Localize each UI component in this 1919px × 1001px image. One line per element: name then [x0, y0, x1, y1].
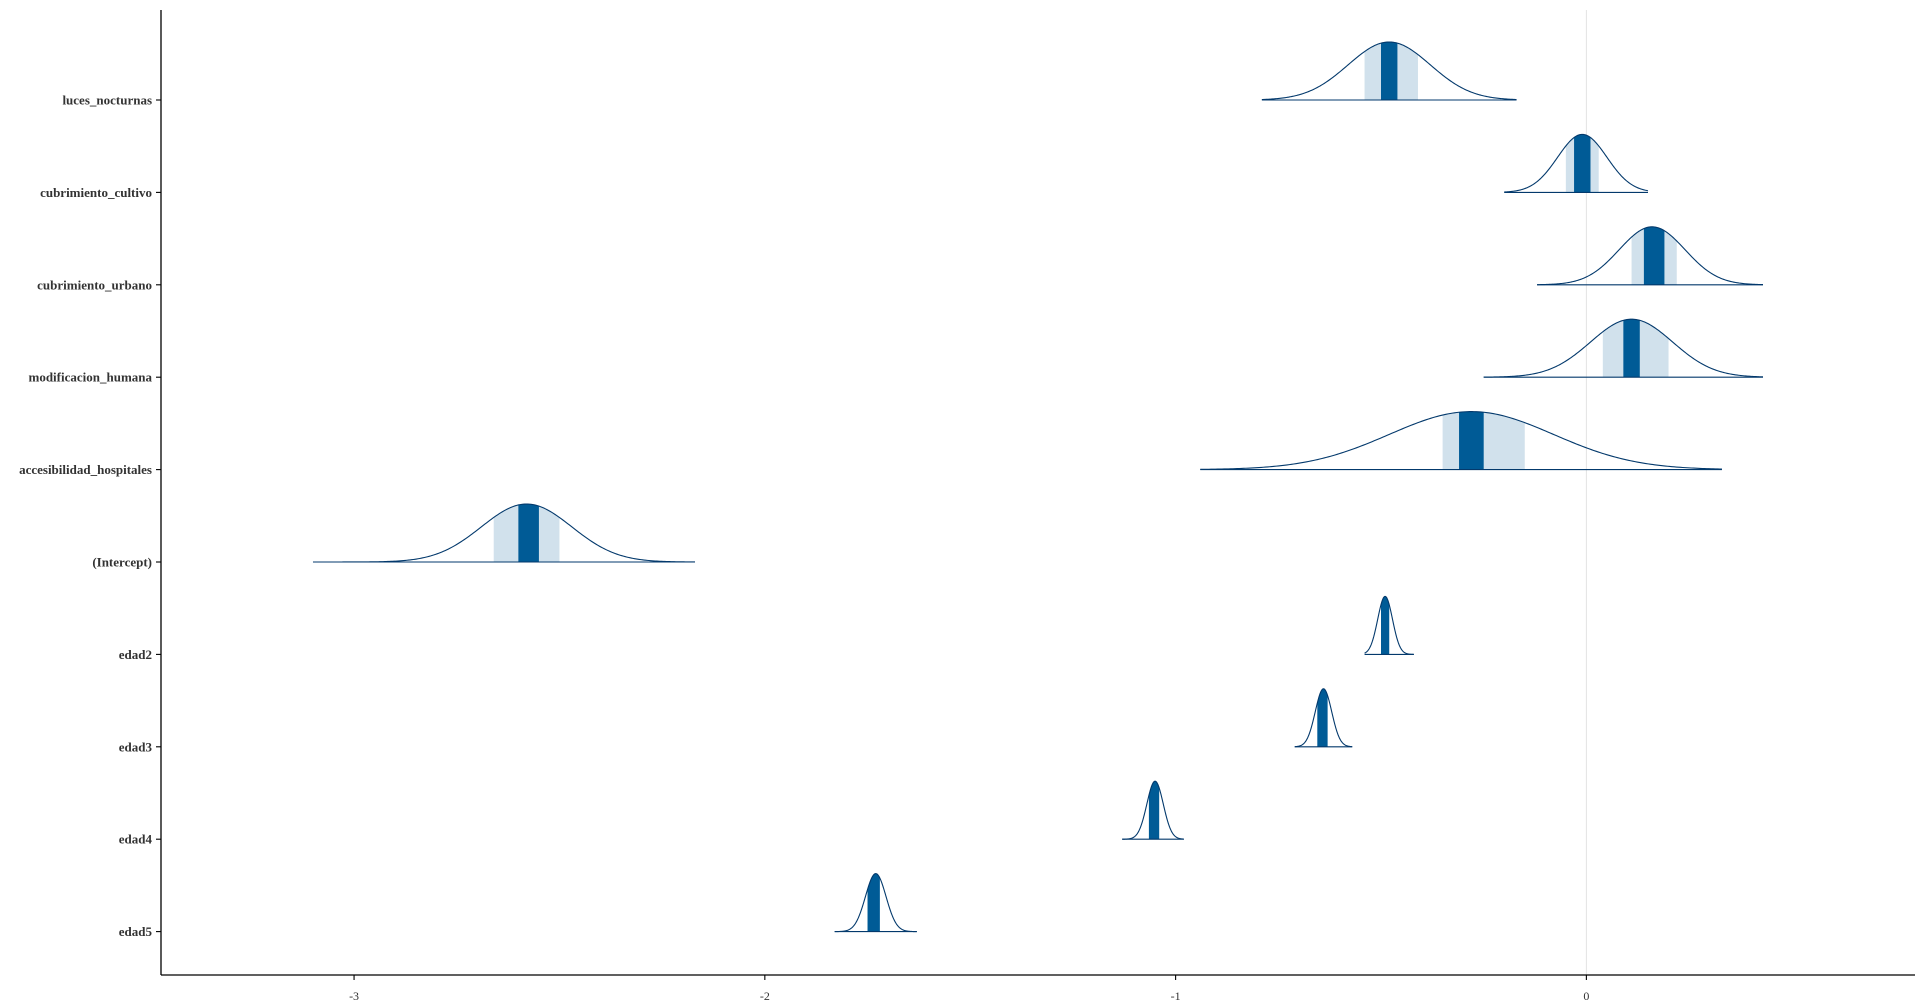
x-tick-label: -2: [760, 989, 770, 1001]
density-intercept: [312, 503, 696, 563]
y-tick-label-modificacion-humana: modificacion_humana: [28, 370, 152, 385]
density-curve-edad4: [1122, 780, 1184, 840]
density-modificacion-humana: [1483, 318, 1764, 378]
y-tick-label-edad4: edad4: [119, 832, 153, 847]
x-tick-label: -3: [349, 989, 359, 1001]
density-cubrimiento-cultivo: [1504, 133, 1649, 193]
inner-interval-cubrimiento-cultivo: [1574, 134, 1591, 193]
y-tick-label-luces-nocturnas: luces_nocturnas: [62, 93, 152, 108]
y-tick-label-intercept: (Intercept): [92, 555, 152, 570]
inner-interval-accesibilidad-hospitales: [1459, 411, 1484, 470]
density-edad3: [1294, 688, 1353, 748]
y-tick-label-edad2: edad2: [119, 647, 152, 662]
y-tick-label-edad3: edad3: [119, 739, 153, 754]
density-curve-cubrimiento-cultivo: [1504, 133, 1649, 193]
inner-interval-luces-nocturnas: [1380, 42, 1398, 100]
density-edad2: [1364, 595, 1414, 655]
y-axis: luces_nocturnas cubrimiento_cultivocubrim…: [19, 93, 161, 939]
x-axis: -3 -2 -1 0: [349, 975, 1589, 1001]
density-curve-edad2: [1364, 595, 1414, 655]
inner-interval-intercept: [518, 504, 539, 562]
density-accesibilidad-hospitales: [1200, 411, 1722, 471]
x-tick-label: -1: [1171, 989, 1181, 1001]
y-tick-label-accesibilidad-hospitales: accesibilidad_hospitales: [19, 462, 152, 477]
density-curve-luces-nocturnas: [1261, 41, 1517, 101]
density-curve-edad3: [1294, 688, 1353, 748]
density-curve-edad5: [834, 873, 917, 933]
density-edad4: [1122, 780, 1184, 840]
inner-interval-edad5: [867, 873, 880, 932]
density-cubrimiento-urbano: [1537, 226, 1764, 286]
density-curve-modificacion-humana: [1483, 318, 1764, 378]
density-curve-accesibilidad-hospitales: [1200, 411, 1722, 470]
inner-interval-edad4: [1148, 781, 1160, 840]
inner-interval-modificacion-humana: [1623, 319, 1640, 378]
density-edad5: [834, 873, 917, 933]
y-tick-label-edad5: edad5: [119, 924, 153, 939]
density-luces-nocturnas: [1261, 41, 1517, 101]
y-tick-label-cubrimiento-cultivo: cubrimiento_cultivo: [40, 185, 152, 200]
inner-interval-cubrimiento-urbano: [1643, 226, 1665, 285]
density-curve-cubrimiento-urbano: [1537, 226, 1764, 286]
x-tick-label: 0: [1583, 989, 1589, 1001]
density-layer: [312, 41, 1764, 933]
y-tick-label-cubrimiento-urbano: cubrimiento_urbano: [37, 277, 152, 292]
inner-interval-edad2: [1380, 596, 1390, 655]
inner-interval-edad3: [1317, 688, 1328, 747]
